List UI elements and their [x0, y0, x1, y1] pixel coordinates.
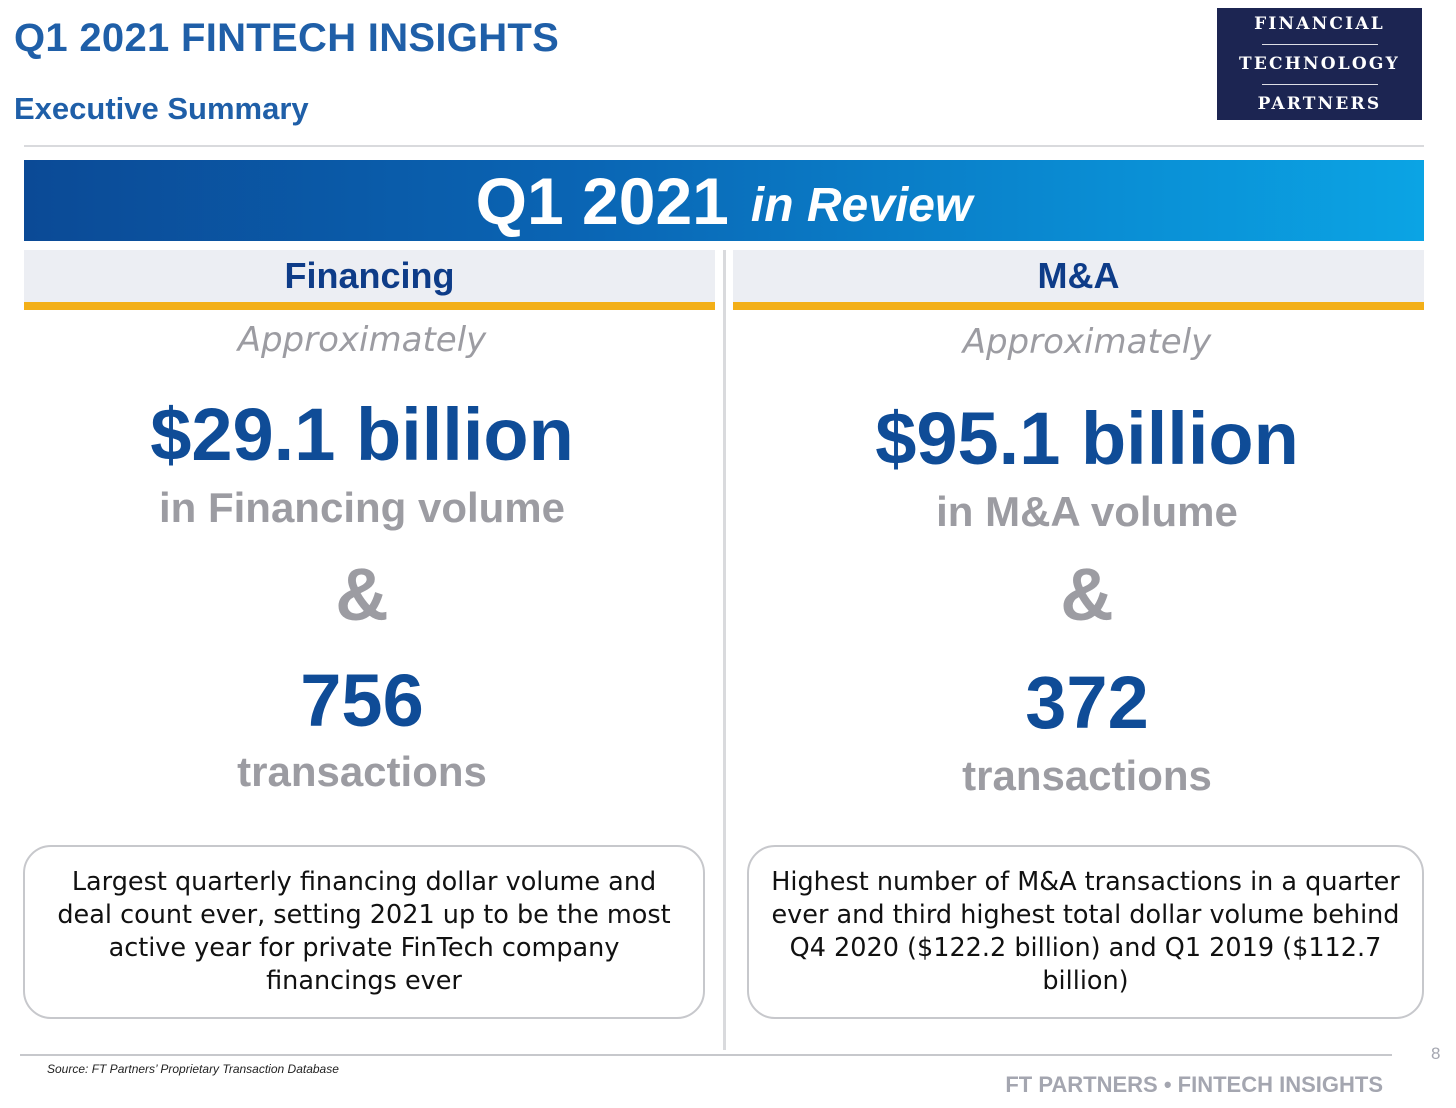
- footer-divider: [20, 1054, 1392, 1056]
- ma-heading: M&A: [733, 250, 1424, 310]
- footer-brand: FT PARTNERS • FINTECH INSIGHTS: [1005, 1072, 1383, 1097]
- financing-heading: Financing: [24, 250, 715, 310]
- page-number: 8: [1431, 1044, 1441, 1063]
- ma-count: 372: [1025, 661, 1149, 744]
- logo-line-technology: TECHNOLOGY: [1239, 53, 1400, 74]
- logo-divider: [1261, 43, 1378, 45]
- logo-line-partners: PARTNERS: [1257, 93, 1382, 114]
- page-subtitle: Executive Summary: [14, 91, 309, 126]
- financing-column: Approximately $29.1 billion in Financing…: [17, 312, 707, 832]
- ma-volume-label: in M&A volume: [936, 488, 1238, 535]
- financing-volume-label: in Financing volume: [158, 484, 566, 531]
- banner-title: Q1 2021: [475, 163, 729, 238]
- ma-ampersand: &: [1060, 553, 1114, 636]
- financing-note-text: Largest quarterly financing dollar volum…: [57, 867, 671, 996]
- financing-note-box: Largest quarterly financing dollar volum…: [23, 845, 705, 1019]
- ma-count-label: transactions: [962, 752, 1212, 799]
- ma-amount: $95.1 billion: [875, 397, 1299, 480]
- review-banner: Q1 2021 in Review: [24, 160, 1424, 241]
- financing-ampersand: &: [335, 553, 389, 636]
- financing-amount: $29.1 billion: [150, 393, 574, 476]
- ma-note-text: Highest number of M&A transactions in a …: [771, 867, 1400, 996]
- ma-column: Approximately $95.1 billion in M&A volum…: [742, 312, 1432, 832]
- ma-approx-label: Approximately: [962, 322, 1212, 362]
- financing-approx-label: Approximately: [237, 320, 487, 360]
- financing-count-label: transactions: [237, 748, 487, 795]
- banner-suffix: in Review: [750, 179, 973, 232]
- page-title: Q1 2021 FINTECH INSIGHTS: [14, 16, 560, 60]
- logo-line-financial: FINANCIAL: [1254, 13, 1385, 34]
- ma-note-box: Highest number of M&A transactions in a …: [747, 845, 1424, 1019]
- company-logo: FINANCIAL TECHNOLOGY PARTNERS: [1217, 8, 1422, 120]
- logo-divider: [1261, 83, 1378, 85]
- source-note: Source: FT Partners’ Proprietary Transac…: [47, 1062, 339, 1076]
- header-divider: [24, 145, 1424, 147]
- financing-count: 756: [300, 659, 424, 742]
- column-divider: [723, 250, 726, 1050]
